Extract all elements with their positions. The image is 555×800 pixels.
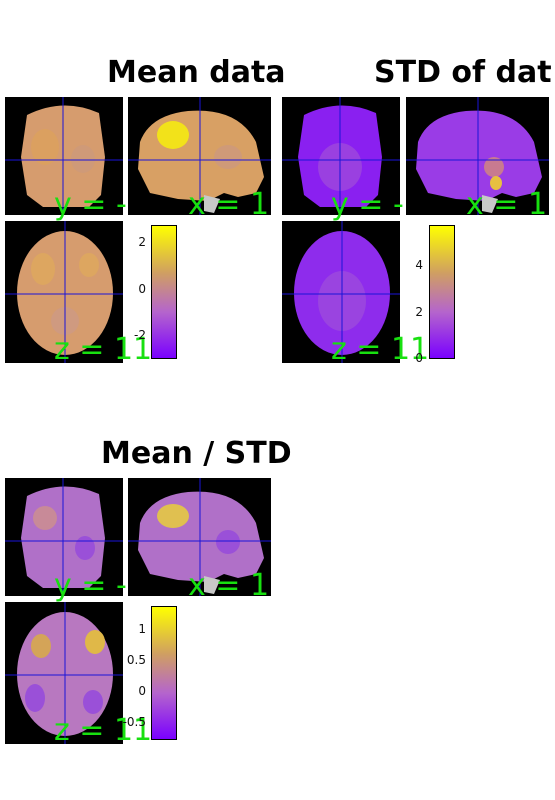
colorbar-tick-label: -2 (134, 328, 146, 342)
colorbar (151, 225, 177, 359)
coronal-coordinate-label: y = - (331, 187, 404, 222)
sagittal-view (128, 97, 271, 215)
sagittal-coordinate-label: x = 1 (188, 568, 270, 603)
colorbar-tick-label: 2 (415, 305, 423, 319)
coronal-view (5, 478, 123, 596)
colorbar-tick-label: 0.5 (126, 653, 146, 667)
colorbar-tick-label: -0.5 (122, 715, 146, 729)
axial-coordinate-label: z = 11 (54, 713, 153, 748)
coronal-view (282, 97, 400, 215)
coronal-coordinate-label: y = - (54, 568, 127, 603)
colorbar-tick-label: 0 (138, 684, 146, 698)
axial-view (5, 221, 123, 363)
colorbar-tick-label: 4 (415, 258, 423, 272)
coronal-view (5, 97, 123, 215)
sagittal-coordinate-label: x = 1 (466, 187, 548, 222)
figure-title: STD of dat (374, 55, 552, 90)
colorbar (151, 606, 177, 740)
figure-title: Mean / STD (101, 436, 292, 471)
colorbar (429, 225, 455, 359)
colorbar-tick-label: 1 (138, 622, 146, 636)
sagittal-coordinate-label: x = 1 (188, 187, 270, 222)
colorbar-tick-label: 2 (138, 235, 146, 249)
axial-coordinate-label: z = 11 (54, 332, 153, 367)
axial-view (282, 221, 400, 363)
figure-title: Mean data (107, 55, 286, 90)
coronal-coordinate-label: y = - (54, 187, 127, 222)
sagittal-view (128, 478, 271, 596)
colorbar-tick-label: 0 (138, 282, 146, 296)
axial-view (5, 602, 123, 744)
colorbar-tick-label: 0 (415, 351, 423, 365)
axial-coordinate-label: z = 11 (331, 332, 430, 367)
sagittal-view (406, 97, 549, 215)
